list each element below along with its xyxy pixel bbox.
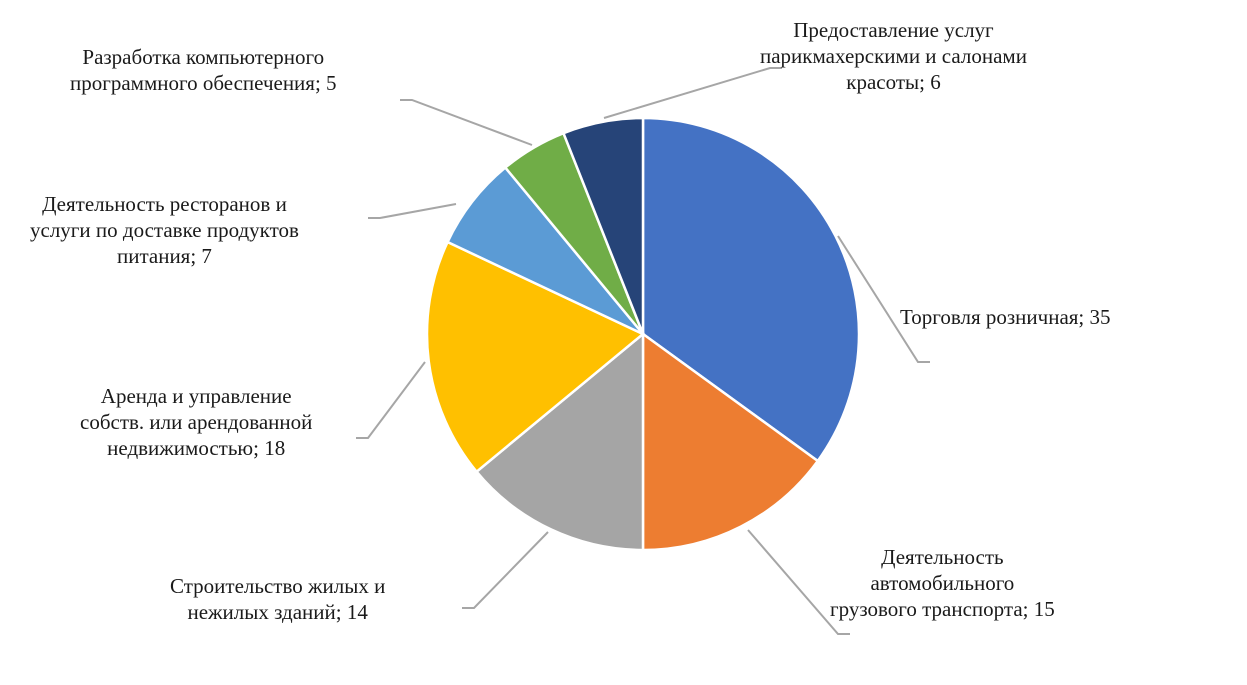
slice-label-real-estate: Аренда и управление собств. или арендова… bbox=[80, 384, 313, 460]
leader-line-beauty-salons bbox=[603, 67, 782, 119]
leader-line-software bbox=[400, 99, 533, 146]
leader-line-restaurants bbox=[368, 203, 457, 219]
leader-line-real-estate bbox=[356, 361, 426, 439]
slice-label-software: Разработка компьютерного программного об… bbox=[70, 45, 337, 95]
pie-slice-beauty-salons bbox=[561, 116, 645, 335]
slice-label-construction: Строительство жилых и нежилых зданий; 14 bbox=[170, 574, 386, 624]
pie-slice-construction bbox=[474, 331, 645, 552]
pie-slice-trucking bbox=[641, 331, 820, 552]
leader-line-trucking bbox=[747, 529, 850, 635]
slice-label-beauty-salons: Предоставление услуг парикмахерскими и с… bbox=[760, 18, 1027, 94]
leader-line-retail bbox=[837, 235, 930, 363]
slice-label-restaurants: Деятельность ресторанов и услуги по дост… bbox=[30, 192, 299, 268]
slice-label-retail: Торговля розничная; 35 bbox=[900, 305, 1111, 329]
pie-slice-retail bbox=[641, 116, 861, 463]
slice-label-trucking: Деятельность автомобильного грузового тр… bbox=[830, 545, 1055, 621]
pie-slice-real-estate bbox=[425, 240, 646, 474]
leader-line-construction bbox=[462, 531, 549, 609]
